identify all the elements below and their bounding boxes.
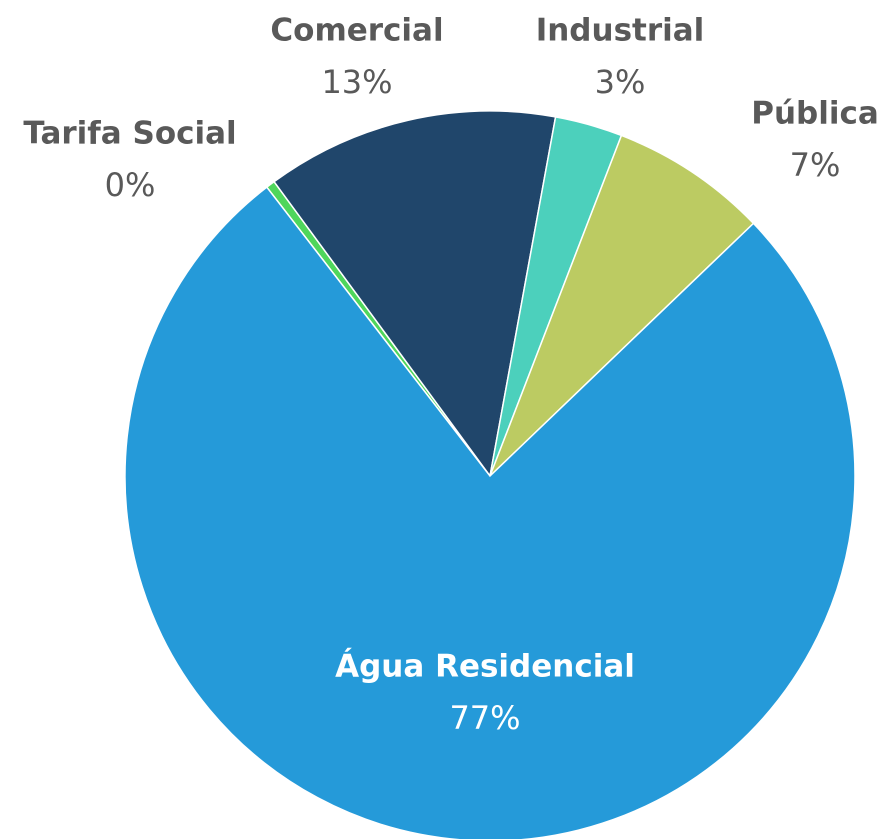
pie-slice [273, 110, 557, 478]
slice-value-label: 13% [321, 63, 392, 101]
pie-slice [124, 186, 856, 839]
slice-label: Tarifa Social [23, 116, 236, 152]
slice-label: Água Residencial [335, 649, 635, 685]
slice-label: Pública [751, 96, 879, 132]
slice-value-label: 0% [105, 166, 156, 204]
slice-label: Comercial [270, 13, 443, 49]
slice-label: Industrial [536, 13, 705, 49]
pie-slice [489, 134, 755, 477]
slice-value-label: 77% [449, 699, 520, 737]
slice-value-label: 3% [595, 63, 646, 101]
slice-value-label: 7% [790, 146, 841, 184]
